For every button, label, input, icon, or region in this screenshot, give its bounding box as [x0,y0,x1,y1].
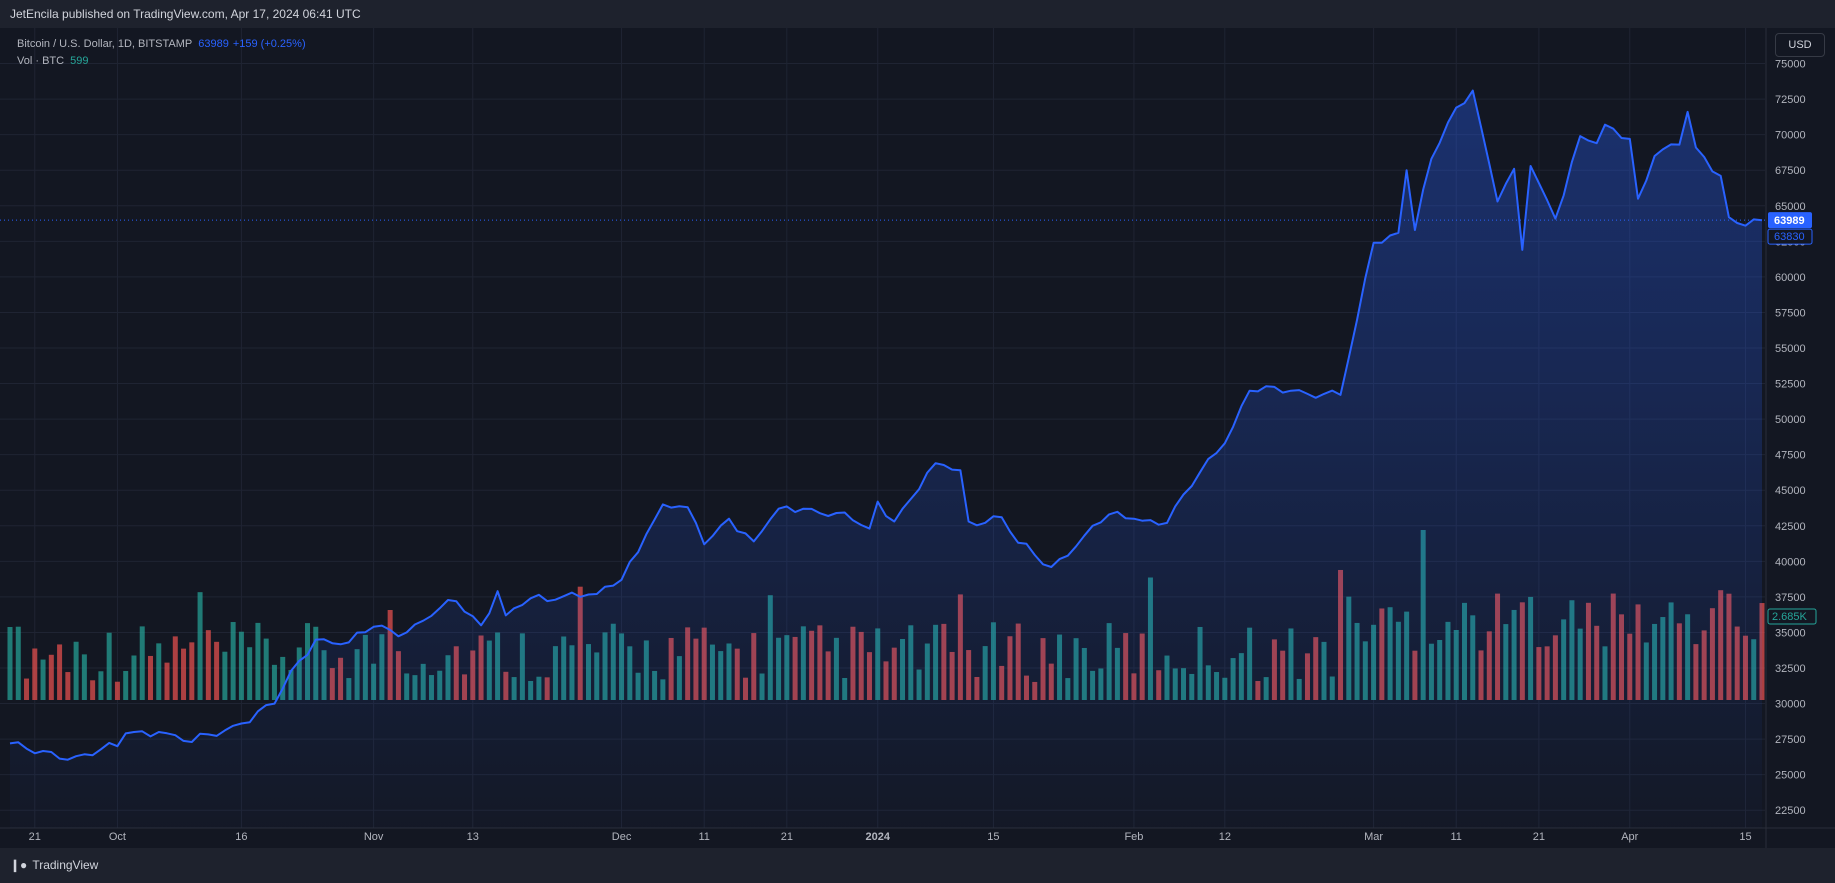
volume-bar [48,654,54,700]
y-tick-label: 70000 [1775,130,1806,142]
y-tick-label: 45000 [1775,485,1806,497]
y-tick-label: 60000 [1775,272,1806,284]
last-price-badge [1768,212,1812,229]
price-chart[interactable]: 22500 25000 27500 30000 32500 35000 37500 40000… [0,28,1835,848]
tradingview-logo[interactable]: ❙● TradingView [10,858,98,872]
logo-text: TradingView [32,858,99,872]
volume-bar [263,638,269,700]
x-tick-label: 11 [698,831,709,843]
volume-bar [40,659,46,700]
y-tick-label: 35000 [1775,627,1806,639]
symbol-name: Bitcoin / U.S. Dollar, 1D, BITSTAMP [17,38,193,50]
volume-bar [214,641,220,700]
volume-bar [15,626,21,700]
y-tick-label: 47500 [1775,450,1806,462]
y-tick-label: 32500 [1775,663,1806,675]
x-tick-label: 21 [1533,831,1545,843]
volume-value: 599 [70,55,89,67]
legend-change: +159 (+0.25%) [232,38,306,50]
volume-bar [222,651,228,700]
volume-bar [271,664,277,700]
volume-badge [1767,608,1817,625]
volume-bar [57,644,63,700]
x-tick-label: 15 [987,831,999,843]
y-tick-label: 57500 [1775,307,1806,319]
x-tick-label: 21 [781,831,793,843]
y-tick-label: 30000 [1775,699,1806,711]
x-tick-label: 16 [235,831,247,843]
currency-button[interactable]: USD [1775,33,1825,57]
volume-bar [247,647,253,700]
volume-legend-row[interactable]: Vol · BTC 599 [17,53,306,70]
volume-bar [147,655,153,700]
volume-bar [98,671,104,700]
y-tick-label: 52500 [1775,379,1806,391]
volume-bar [24,678,30,700]
alt-price-text: 63830 [1774,231,1805,243]
last-price-text: 63989 [1774,215,1805,227]
footer-bar: ❙● TradingView [0,848,1835,883]
volume-bar [255,622,261,700]
publish-info: JetEncila published on TradingView.com, … [10,7,361,21]
symbol-legend-row[interactable]: Bitcoin / U.S. Dollar, 1D, BITSTAMP 63989… [17,36,306,53]
volume-bar [32,648,38,700]
price-line [9,89,1763,761]
x-tick-label: 15 [1739,831,1751,843]
chart-legend: Bitcoin / U.S. Dollar, 1D, BITSTAMP 63989… [17,36,306,70]
x-tick-label: Apr [1621,831,1638,843]
y-tick-label: 27500 [1775,734,1806,746]
volume-bar [189,642,195,700]
volume-bar [238,631,244,700]
volume-bar [114,681,120,700]
x-tick-label: Dec [612,831,632,843]
x-tick-label: 21 [29,831,41,843]
volume-bar [230,622,236,700]
y-tick-label: 67500 [1775,165,1806,177]
x-tick-label: Oct [109,831,126,843]
y-tick-label: 75000 [1775,59,1806,71]
y-tick-label: 72500 [1775,94,1806,106]
volume-badge-text: 2.685K [1772,611,1808,623]
legend-price: 63989 [198,38,229,50]
volume-bar [73,641,79,700]
volume-bar [205,630,211,700]
volume-bar [197,592,203,700]
volume-bar [90,680,96,700]
tradingview-logo-icon: ❙● [10,858,28,872]
y-tick-label: 37500 [1775,592,1806,604]
y-tick-label: 55000 [1775,343,1806,355]
volume-bar [181,648,187,700]
volume-label: Vol · BTC [17,55,65,67]
x-tick-label: 2024 [865,831,890,843]
volume-bar [131,655,137,700]
volume-bar [7,627,13,700]
y-tick-label: 42500 [1775,521,1806,533]
publish-bar: JetEncila published on TradingView.com, … [0,0,1835,28]
x-tick-label: 13 [467,831,479,843]
y-tick-label: 25000 [1775,770,1806,782]
price-area-fill [10,90,1762,829]
y-tick-label: 22500 [1775,805,1806,817]
alt-price-badge [1767,228,1813,245]
x-tick-label: Mar [1364,831,1383,843]
x-tick-label: 12 [1219,831,1231,843]
volume-bar [164,662,170,700]
volume-bar [280,656,286,700]
x-tick-label: Feb [1124,831,1143,843]
y-tick-label: 40000 [1775,556,1806,568]
volume-bar [123,670,129,700]
volume-bar [65,672,71,700]
x-tick-label: 11 [1451,831,1462,843]
y-tick-label: 50000 [1775,414,1806,426]
chart-area[interactable]: 22500 25000 27500 30000 32500 35000 37500 40000… [0,28,1835,848]
volume-bar [139,626,145,700]
volume-bar [172,636,178,700]
y-tick-label: 65000 [1775,201,1806,213]
x-tick-label: Nov [364,831,384,843]
volume-bar [81,654,87,700]
volume-bar [106,632,112,700]
volume-bar [156,643,162,700]
